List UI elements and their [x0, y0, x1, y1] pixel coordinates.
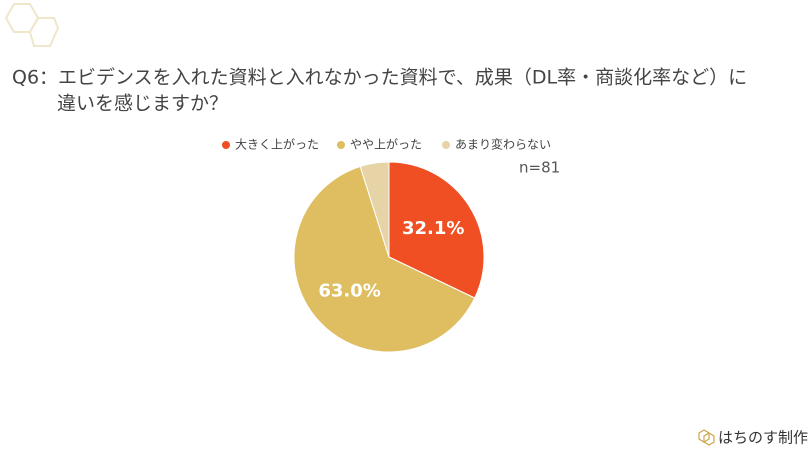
legend-label: あまり変わらない: [455, 137, 551, 152]
legend-label: やや上がった: [350, 137, 422, 152]
data-label: 63.0%: [318, 280, 380, 301]
title: 違いを感じますか？: [57, 93, 228, 115]
pie-slice: [293, 165, 476, 353]
legend-marker: [337, 141, 345, 149]
legend-marker: [442, 141, 450, 149]
annotation: n=81: [519, 159, 560, 177]
footer-logo: [698, 429, 715, 446]
title: Q6：エビデンスを入れた資料と入れなかった資料で、成果（DL率・商談化率など）に: [12, 67, 747, 89]
pie-slice: [359, 161, 390, 258]
legend-marker: [222, 141, 230, 149]
logo: [4, 3, 60, 47]
legend-label: 大きく上がった: [235, 137, 319, 152]
footer: はちのす制作: [718, 429, 808, 447]
pie-slice: [388, 161, 485, 299]
data-label: 32.1%: [402, 218, 464, 239]
